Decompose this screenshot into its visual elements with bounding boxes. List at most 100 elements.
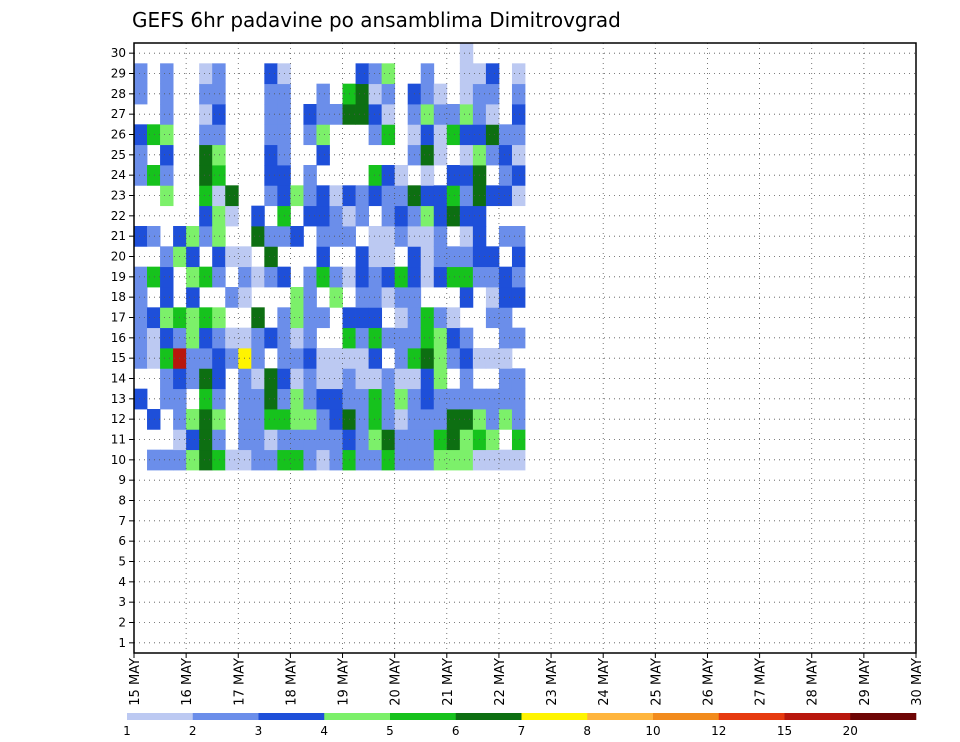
heatmap-cell: [355, 429, 369, 451]
heatmap-cell: [251, 368, 265, 390]
y-tick-label: 4: [118, 575, 126, 589]
x-tick-label: 24 MAY: [597, 658, 612, 706]
heatmap-cell: [251, 429, 265, 451]
y-tick-label: 5: [118, 555, 126, 569]
heatmap-cell: [368, 226, 383, 247]
heatmap-cell: [355, 368, 369, 390]
y-tick-label: 19: [111, 270, 126, 284]
heatmap-cell: [355, 327, 369, 349]
heatmap-cell: [212, 63, 226, 85]
heatmap-cell: [160, 287, 174, 308]
heatmap-cell: [264, 144, 278, 166]
heatmap-cell: [368, 83, 383, 105]
heatmap-cell: [303, 307, 317, 329]
heatmap-cell: [355, 388, 369, 410]
heatmap-cell: [433, 246, 448, 268]
heatmap-cell: [355, 307, 369, 329]
heatmap-cell: [485, 388, 500, 410]
heatmap-cell: [498, 409, 513, 430]
heatmap-cell: [186, 246, 200, 268]
heatmap-cell: [381, 287, 396, 308]
heatmap-cell: [160, 165, 174, 186]
heatmap-cell: [199, 409, 213, 430]
heatmap-cell: [264, 246, 278, 268]
heatmap-cell: [329, 348, 343, 369]
heatmap-cell: [134, 144, 148, 166]
heatmap-cell: [160, 348, 174, 369]
heatmap-cell: [199, 205, 213, 227]
y-tick-label: 15: [111, 351, 126, 365]
x-tick-label: 25 MAY: [649, 658, 664, 706]
y-tick-label: 10: [111, 453, 126, 467]
heatmap-cell: [368, 165, 383, 186]
heatmap-cell: [394, 185, 409, 207]
heatmap-cell: [303, 165, 317, 186]
legend-swatch: [127, 713, 194, 720]
grid-lines: [134, 43, 916, 653]
heatmap-cell: [212, 185, 226, 207]
heatmap-cell: [160, 368, 174, 390]
heatmap-cell: [303, 287, 317, 308]
heatmap-cell: [381, 266, 396, 288]
heatmap-cell: [199, 388, 213, 410]
y-tick-label: 14: [111, 372, 126, 386]
heatmap-cell: [329, 409, 343, 430]
heatmap-cell: [459, 409, 474, 430]
x-tick-label: 17 MAY: [232, 658, 247, 706]
heatmap-cell: [446, 165, 461, 186]
heatmap-cell: [511, 449, 526, 471]
legend-label: 20: [843, 724, 858, 738]
y-tick-label: 11: [111, 433, 126, 447]
heatmap-cell: [264, 63, 278, 85]
heatmap-cell: [303, 205, 317, 227]
heatmap-cell: [511, 104, 526, 125]
heatmap-cell: [225, 287, 239, 308]
heatmap-cell: [186, 429, 200, 451]
legend-swatch: [653, 713, 720, 720]
heatmap-cell: [368, 449, 383, 471]
heatmap-cell: [459, 63, 474, 85]
heatmap-cell: [446, 409, 461, 430]
heatmap-cell: [160, 83, 174, 105]
heatmap-cell: [303, 266, 317, 288]
legend-label: 6: [452, 724, 460, 738]
heatmap-cell: [368, 104, 383, 125]
heatmap-cell: [433, 185, 448, 207]
heatmap-cell: [134, 226, 148, 247]
heatmap-cell: [290, 388, 304, 410]
heatmap-cell: [381, 124, 396, 146]
heatmap-cell: [316, 246, 330, 268]
heatmap-cell: [225, 205, 239, 227]
heatmap-cell: [303, 348, 317, 369]
heatmap-cell: [199, 144, 213, 166]
heatmap-cell: [485, 307, 500, 329]
heatmap-cell: [381, 104, 396, 125]
heatmap-cell: [251, 409, 265, 430]
heatmap-cell: [147, 409, 161, 430]
heatmap-cell: [355, 63, 369, 85]
heatmap-cell: [459, 43, 474, 64]
heatmap-cell: [498, 348, 513, 369]
heatmap-cell: [394, 409, 409, 430]
heatmap-cell: [446, 388, 461, 410]
heatmap-cell: [511, 327, 526, 349]
heatmap-cell: [420, 307, 435, 329]
heatmap-cell: [212, 307, 226, 329]
heatmap-cell: [199, 63, 213, 85]
heatmap-cell: [316, 449, 330, 471]
x-tick-label: 22 MAY: [493, 658, 508, 706]
legend-label: 10: [645, 724, 660, 738]
heatmap-cell: [459, 368, 474, 390]
heatmap-cell: [420, 266, 435, 288]
heatmap-cell: [212, 104, 226, 125]
heatmap-cell: [316, 205, 330, 227]
heatmap-cell: [329, 287, 343, 308]
heatmap-cell: [264, 185, 278, 207]
y-tick-label: 26: [111, 128, 126, 142]
heatmap-cell: [316, 409, 330, 430]
x-tick-label: 16 MAY: [180, 658, 195, 706]
heatmap-cell: [160, 124, 174, 146]
heatmap-cell: [355, 287, 369, 308]
heatmap-cell: [420, 104, 435, 125]
